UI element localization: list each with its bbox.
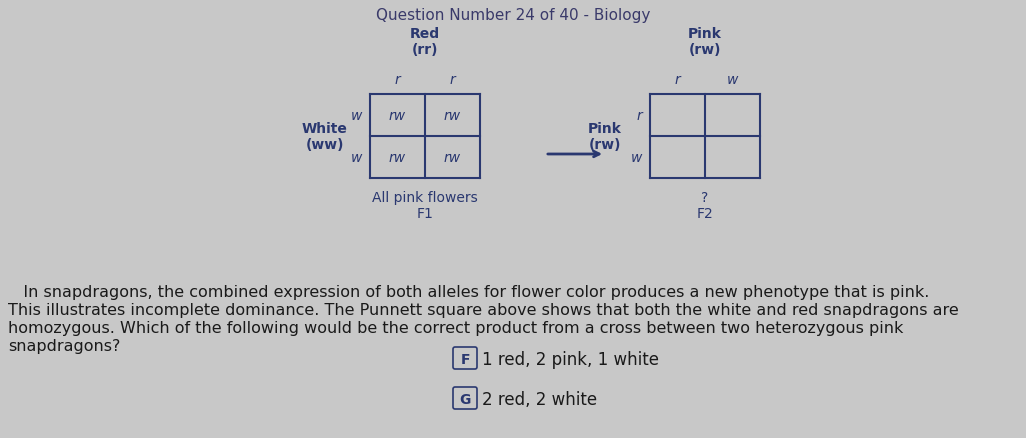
- Text: G: G: [460, 392, 471, 406]
- Text: Pink
(rw): Pink (rw): [588, 122, 622, 152]
- Text: rw: rw: [389, 151, 406, 165]
- Text: r: r: [395, 73, 400, 87]
- Text: Question Number 24 of 40 - Biology: Question Number 24 of 40 - Biology: [376, 8, 650, 23]
- Text: homozygous. Which of the following would be the correct product from a cross bet: homozygous. Which of the following would…: [8, 320, 903, 335]
- Text: rw: rw: [389, 109, 406, 123]
- Text: All pink flowers: All pink flowers: [372, 191, 478, 205]
- Text: F2: F2: [697, 207, 713, 220]
- Text: w: w: [726, 73, 738, 87]
- Text: F: F: [461, 352, 470, 366]
- Text: In snapdragons, the combined expression of both alleles for flower color produce: In snapdragons, the combined expression …: [8, 284, 930, 299]
- Text: snapdragons?: snapdragons?: [8, 338, 120, 353]
- Text: This illustrates incomplete dominance. The Punnett square above shows that both : This illustrates incomplete dominance. T…: [8, 302, 958, 317]
- Text: F1: F1: [417, 207, 433, 220]
- Text: Pink
(rw): Pink (rw): [688, 27, 722, 57]
- Text: White
(ww): White (ww): [302, 122, 348, 152]
- Text: 1 red, 2 pink, 1 white: 1 red, 2 pink, 1 white: [482, 350, 659, 368]
- Text: rw: rw: [444, 151, 461, 165]
- Text: 2 red, 2 white: 2 red, 2 white: [482, 390, 597, 408]
- Text: r: r: [449, 73, 456, 87]
- Text: w: w: [351, 109, 362, 123]
- Text: ?: ?: [702, 191, 709, 205]
- Text: w: w: [631, 151, 642, 165]
- Text: rw: rw: [444, 109, 461, 123]
- Text: r: r: [675, 73, 680, 87]
- Text: Red
(rr): Red (rr): [410, 27, 440, 57]
- Text: w: w: [351, 151, 362, 165]
- Text: r: r: [636, 109, 642, 123]
